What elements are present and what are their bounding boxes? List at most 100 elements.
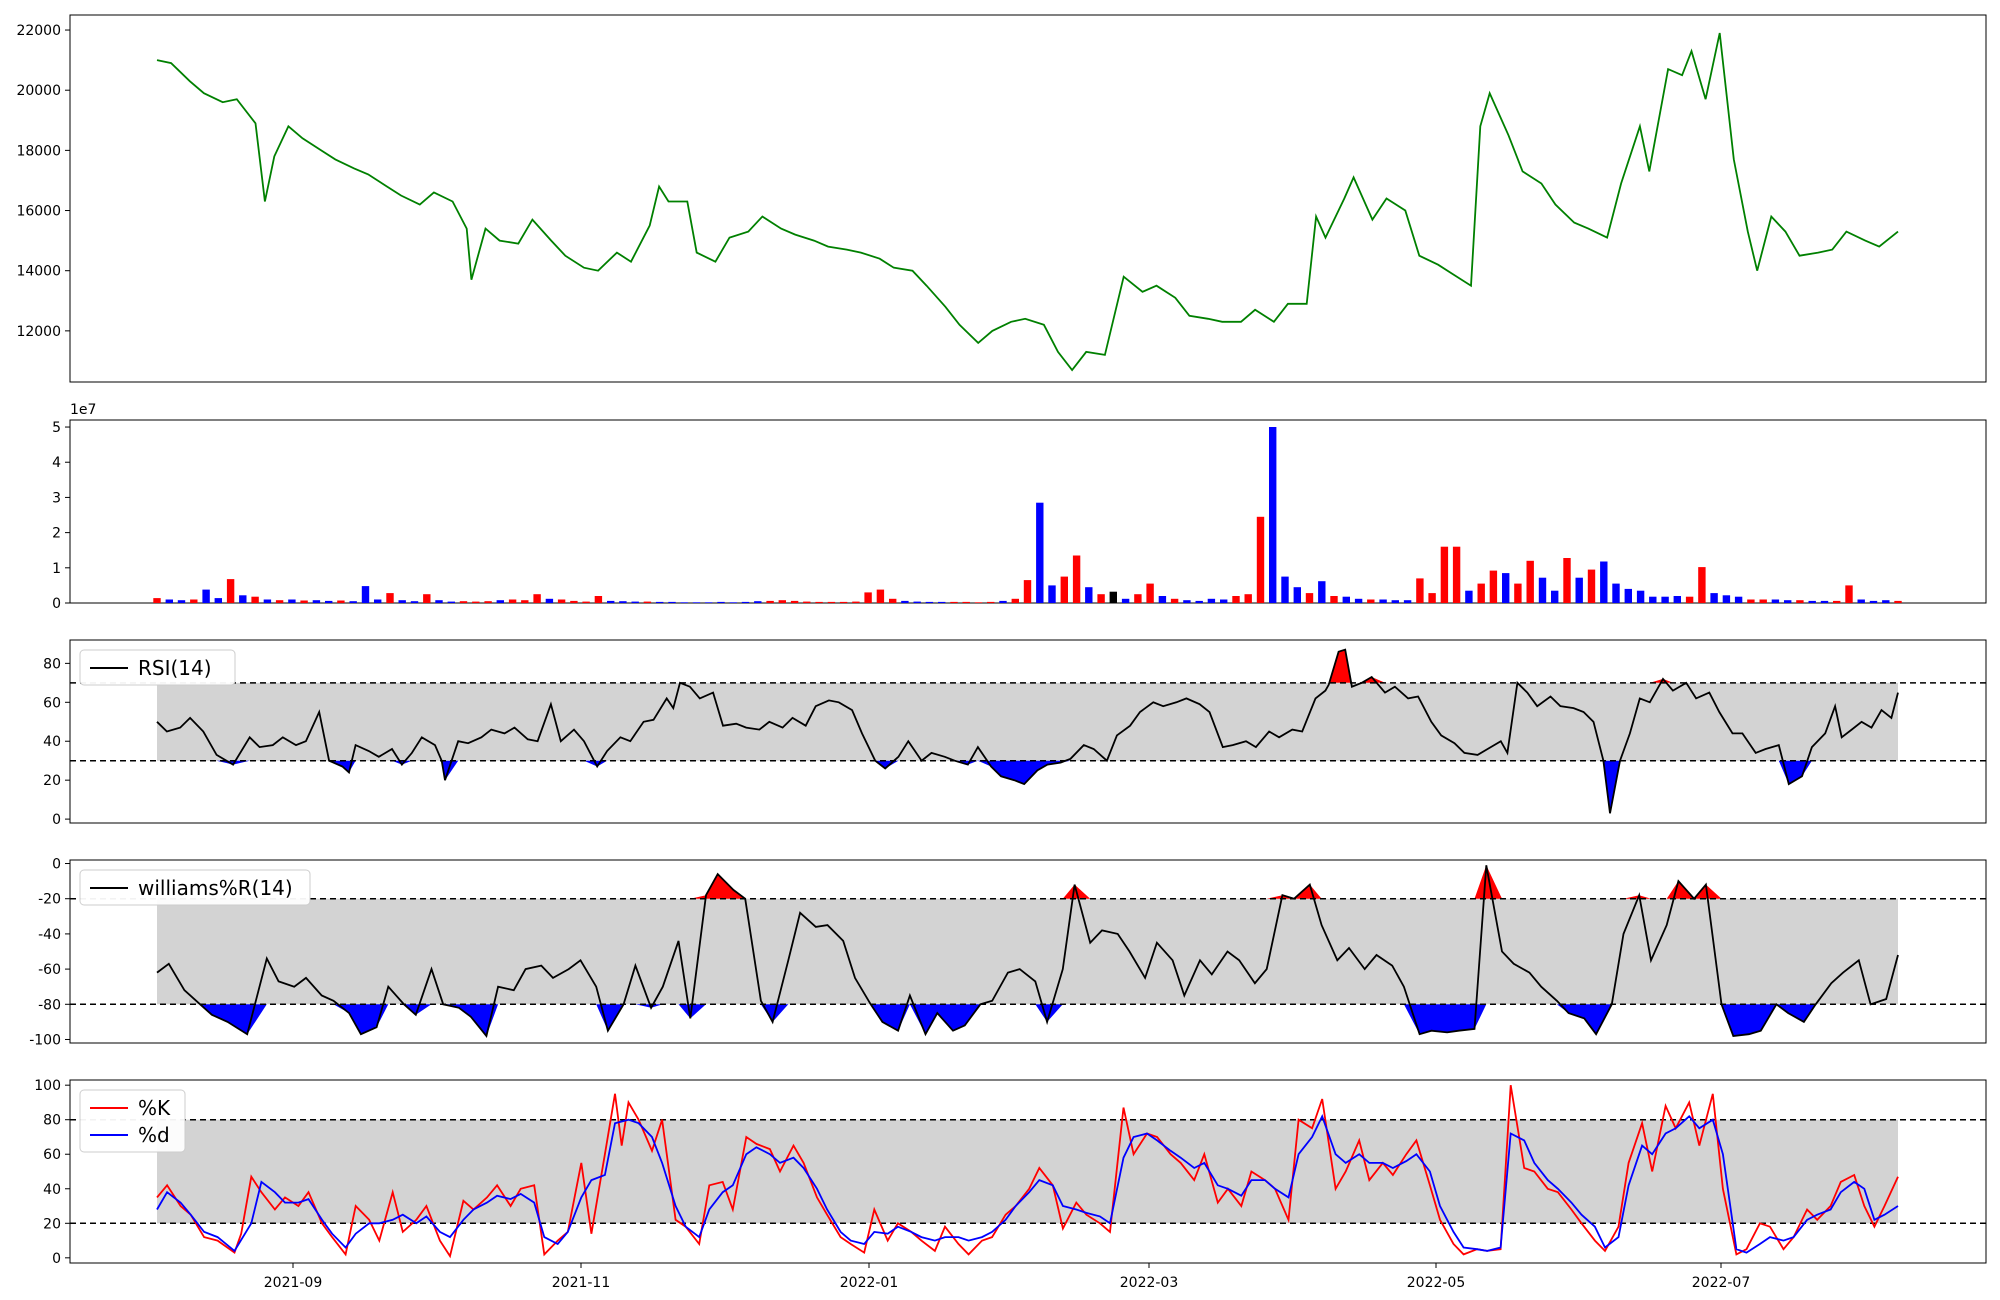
volume-bar [1269,427,1277,603]
y-tick-label: -20 [38,892,61,908]
volume-bar [1759,599,1767,603]
volume-bar [398,600,406,603]
volume-bar [1428,593,1436,603]
legend-box [79,869,311,906]
y-tick-label: 20 [43,1216,61,1232]
d-line [156,1113,1899,1254]
volume-bar [300,600,308,603]
volume-bar [1354,598,1363,603]
x-tick-label: 2022-03 [1120,1275,1179,1291]
volume-bar [1526,560,1534,603]
x-tick-label: 2022-05 [1407,1275,1466,1291]
volume-bar [1551,590,1559,603]
y-tick-label: 3 [52,490,61,506]
volume-bar [1183,600,1191,603]
y-tick-label: 5 [52,420,61,436]
volume-bar [1452,546,1461,603]
neutral-band [157,682,1898,761]
volume-bar [496,600,504,603]
volume-bar [1195,600,1203,603]
volume-bar [1146,583,1154,603]
volume-bar [1869,600,1878,603]
volume-bar [1845,585,1853,603]
volume-bar [325,600,333,603]
volume-bar [1134,594,1142,603]
volume-bar [1391,600,1399,603]
volume-bar [570,600,578,603]
y-tick-label: -80 [38,997,61,1013]
volume-bar [153,598,161,603]
volume-bar [202,589,210,603]
neutral-band [157,1119,1898,1224]
y-tick-label: 60 [43,695,61,711]
volume-bar [889,598,897,603]
volume-bar [1011,598,1019,603]
volume-bar [729,602,737,603]
y-tick-label: 22000 [16,23,61,39]
williams-line [156,865,1899,1038]
rsi-panel-frame [69,639,1987,824]
volume-bar [374,599,382,603]
y-tick-label: 0 [52,1251,61,1267]
volume-scale-label: 1e7 [70,402,96,418]
price-line [156,32,1899,372]
y-tick-label: 2 [52,526,61,542]
y-tick-label: 80 [43,656,61,672]
y-tick-label: 80 [43,1113,61,1129]
volume-bar [239,595,247,603]
volume-bar [1894,600,1902,603]
y-tick-label: 14000 [16,264,61,280]
volume-bar [312,600,321,603]
volume-bar [705,602,713,603]
volume-bar [1318,581,1326,603]
volume-bar [1477,583,1485,603]
volume-bar [1342,596,1350,603]
volume-bar [827,601,836,603]
volume-bar [901,600,909,603]
volume-bar [1232,596,1240,603]
oversold-fill [157,760,1898,814]
y-tick-label: 20 [43,773,61,789]
volume-bar [1244,594,1252,603]
volume-bar [1722,595,1731,603]
volume-bar [1563,558,1571,603]
volume-bar [717,601,725,603]
volume-bar [177,600,186,603]
volume-bar [607,600,615,603]
volume-bar [839,601,848,603]
volume-bar [1416,578,1424,603]
volume-bar [386,593,394,603]
volume-bar [643,601,652,603]
volume-bar [656,601,664,603]
volume-bar [582,601,590,603]
volume-bar [1649,596,1657,603]
rsi-line [156,648,1899,814]
y-tick-label: 40 [43,734,61,750]
volume-bar [938,601,946,603]
volume-bar [1857,599,1865,603]
volume-bar [1121,598,1130,603]
volume-bar [1207,598,1216,603]
volume-bar [1109,591,1117,603]
volume-bar [803,601,811,603]
volume-bar [410,601,419,603]
volume-bar [950,601,958,603]
volume-bar [1281,576,1289,603]
volume-bar [545,598,554,603]
legend-box [79,649,236,686]
y-tick-label: 60 [43,1147,61,1163]
volume-bar [668,601,676,603]
volume-bar [226,579,235,603]
chart-panels: 12000 14000 16000 18000 20000 22000 0 1 2 3 4 5 1e7 0… [16,14,1987,1291]
x-tick-label: 2022-07 [1692,1275,1751,1291]
y-tick-label: 4 [52,455,61,471]
y-tick-label: 0 [52,596,61,612]
volume-bar [864,592,872,603]
volume-bar [435,600,443,603]
price-panel-frame [69,14,1987,383]
volume-bar [1085,587,1093,603]
volume-bar [766,600,774,603]
volume-bar [275,600,284,603]
volume-bar [165,599,173,603]
volume-bar [1256,516,1265,603]
